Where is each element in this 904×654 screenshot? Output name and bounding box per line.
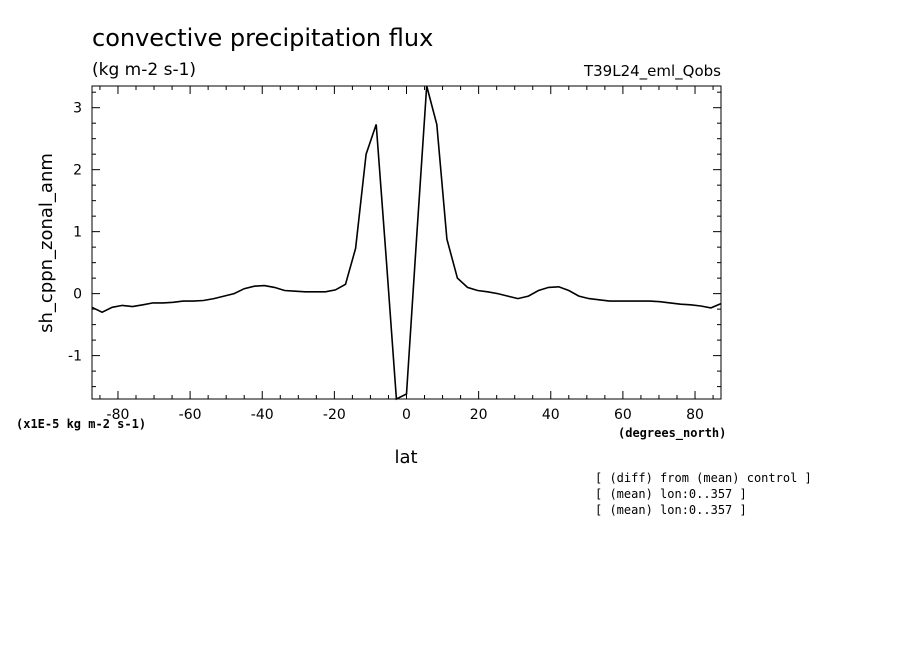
x-axis-ticks xyxy=(99,86,714,399)
x-tick-label: 0 xyxy=(402,407,411,423)
x-tick-label: -60 xyxy=(179,407,202,423)
x-tick-label: 60 xyxy=(614,407,632,423)
y-tick-label: 3 xyxy=(73,101,82,117)
x-axis-tick-labels: -80 -60 -40 -20 0 20 40 60 80 xyxy=(107,407,704,423)
x-tick-label: -80 xyxy=(107,407,130,423)
y-tick-label: 1 xyxy=(73,225,82,241)
y-tick-label: 2 xyxy=(73,163,82,179)
annotation-line: [ (mean) lon:0..357 ] xyxy=(595,503,747,517)
y-scale-note: (x1E-5 kg m-2 s-1) xyxy=(16,417,146,431)
y-tick-label: 0 xyxy=(73,287,82,303)
y-tick-label: -1 xyxy=(68,349,82,365)
x-axis-label: lat xyxy=(394,447,417,468)
y-axis-ticks xyxy=(92,91,721,388)
x-tick-label: -20 xyxy=(323,407,346,423)
annotation-line: [ (mean) lon:0..357 ] xyxy=(595,487,747,501)
run-label: T39L24_eml_Qobs xyxy=(583,62,721,81)
plot-frame xyxy=(91,85,722,400)
chart-title: convective precipitation flux xyxy=(92,24,433,52)
x-axis-units: (degrees_north) xyxy=(618,426,726,441)
y-axis-tick-labels: -1 0 1 2 3 xyxy=(68,101,82,365)
x-tick-label: 20 xyxy=(470,407,488,423)
annotation-line: [ (diff) from (mean) control ] xyxy=(595,471,812,485)
chart-units: (kg m-2 s-1) xyxy=(92,60,196,80)
x-tick-label: 80 xyxy=(686,407,704,423)
x-tick-label: 40 xyxy=(542,407,560,423)
series-line xyxy=(91,85,722,401)
y-axis-label: sh_cppn_zonal_anm xyxy=(36,153,57,333)
x-tick-label: -40 xyxy=(251,407,274,423)
